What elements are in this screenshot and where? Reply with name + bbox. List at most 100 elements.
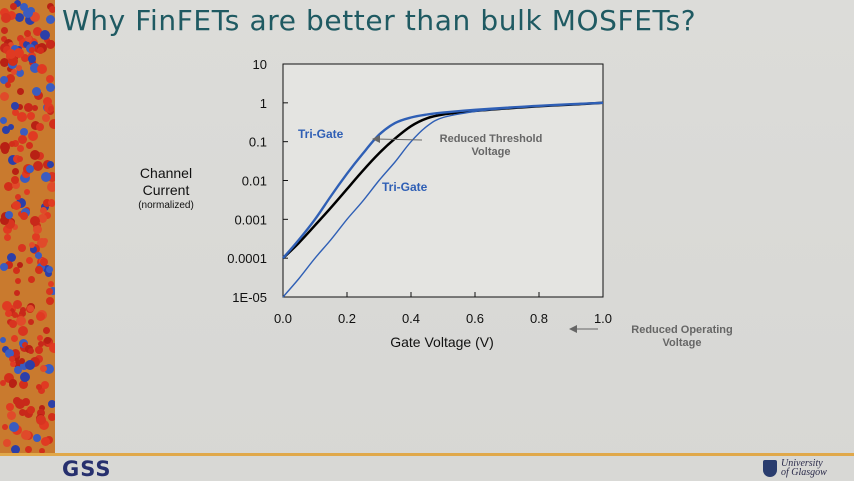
- y-axis-label-sub: (normalized): [138, 200, 194, 211]
- gss-logo: GSS: [62, 457, 112, 481]
- molecule-dot: [5, 310, 12, 317]
- molecule-dot: [35, 266, 43, 274]
- molecule-dot: [11, 102, 19, 110]
- molecule-dot: [14, 360, 23, 369]
- molecule-dot: [38, 341, 44, 347]
- molecule-dot: [13, 397, 21, 405]
- molecule-dot: [41, 381, 49, 389]
- molecule-dot: [17, 104, 23, 110]
- molecule-dot: [35, 252, 42, 259]
- x-axis: 0.0 0.2 0.4 0.6 0.8 1.0: [274, 292, 612, 326]
- molecule-dot: [27, 406, 35, 414]
- y-tick-label: 10: [253, 57, 267, 72]
- molecule-dot: [46, 297, 54, 305]
- molecule-dot: [40, 30, 50, 40]
- x-tick-label: 0.8: [530, 311, 548, 326]
- molecule-dot: [40, 207, 47, 214]
- molecule-dot: [47, 182, 55, 192]
- annotation-operating-line2: Voltage: [663, 337, 702, 349]
- molecule-dot: [44, 364, 54, 374]
- molecule-dot: [6, 74, 15, 83]
- molecule-dot: [12, 109, 19, 116]
- molecule-dot: [36, 123, 44, 131]
- molecule-dot: [31, 121, 40, 130]
- molecule-dot: [17, 262, 23, 268]
- x-tick-label: 0.4: [402, 311, 420, 326]
- molecule-dot: [6, 49, 16, 59]
- molecule-dot: [2, 301, 12, 311]
- molecule-dot: [12, 140, 19, 147]
- molecule-dot: [48, 400, 55, 408]
- molecule-dot: [12, 168, 19, 175]
- molecule-dot: [49, 6, 55, 13]
- molecule-dot: [10, 3, 17, 10]
- molecule-dot: [47, 172, 55, 182]
- molecule-dot: [37, 335, 43, 341]
- molecule-dot: [0, 58, 9, 67]
- molecule-dot: [7, 253, 16, 262]
- molecule-dot: [30, 357, 40, 367]
- molecule-dot: [33, 434, 41, 442]
- molecule-dot: [7, 411, 16, 420]
- molecule-dot: [19, 310, 26, 317]
- molecule-dot: [32, 87, 41, 96]
- molecule-dot: [37, 64, 47, 74]
- molecule-sidebar-decoration: [0, 0, 55, 458]
- molecule-dot: [37, 409, 45, 417]
- molecule-dot: [5, 349, 14, 358]
- molecule-dot: [29, 47, 35, 53]
- molecule-dot: [8, 56, 18, 66]
- molecule-dot: [5, 82, 11, 88]
- molecule-dot: [26, 165, 34, 173]
- footer: [0, 456, 854, 480]
- molecule-dot: [11, 349, 20, 358]
- molecule-dot: [24, 189, 30, 195]
- molecule-dot: [1, 27, 8, 34]
- molecule-dot: [29, 242, 35, 248]
- molecule-dot: [12, 224, 18, 230]
- molecule-dot: [28, 131, 38, 141]
- molecule-dot: [48, 281, 54, 287]
- y-tick-label: 1: [260, 96, 267, 111]
- molecule-dot: [24, 103, 33, 112]
- molecule-dot: [48, 106, 54, 112]
- molecule-dot: [7, 11, 16, 20]
- molecule-dot: [24, 30, 31, 37]
- molecule-dot: [43, 199, 51, 207]
- molecule-dot: [17, 88, 24, 95]
- molecule-dot: [11, 176, 19, 184]
- molecule-dot: [0, 216, 9, 225]
- molecule-dot: [7, 66, 13, 72]
- molecule-dot: [14, 290, 20, 296]
- molecule-dot: [46, 75, 54, 83]
- molecule-dot: [23, 8, 33, 18]
- molecule-dot: [19, 409, 26, 416]
- molecule-dot: [44, 337, 51, 344]
- molecule-dot: [20, 212, 28, 220]
- molecule-dot: [12, 181, 20, 189]
- molecule-dot: [20, 128, 28, 136]
- y-axis: 10 1 0.1 0.01 0.001 0.0001 1E-05: [227, 57, 288, 305]
- molecule-dot: [2, 126, 10, 134]
- molecule-dot: [41, 172, 51, 182]
- molecule-dot: [0, 76, 8, 84]
- molecule-dot: [19, 358, 25, 364]
- molecule-dot: [25, 446, 32, 453]
- molecule-dot: [36, 152, 44, 160]
- molecule-dot: [2, 424, 8, 430]
- university-crest-icon: [763, 459, 777, 477]
- plot-area: [282, 63, 604, 298]
- molecule-dot: [35, 346, 43, 354]
- molecule-dot: [25, 360, 35, 370]
- molecule-dot: [27, 112, 35, 120]
- molecule-dot: [6, 403, 14, 411]
- molecule-dot: [45, 270, 52, 277]
- molecule-dot: [4, 373, 14, 383]
- molecule-dot: [17, 156, 23, 162]
- molecule-dot: [30, 216, 40, 226]
- molecule-dot: [1, 36, 7, 42]
- molecule-dot: [28, 319, 34, 325]
- university-name: University of Glasgow: [781, 459, 827, 478]
- y-tick-label: 0.01: [242, 174, 267, 189]
- molecule-dot: [1, 13, 11, 23]
